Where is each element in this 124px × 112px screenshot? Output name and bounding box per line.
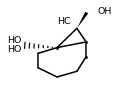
Text: HO: HO	[7, 44, 21, 53]
Polygon shape	[77, 13, 88, 29]
Text: HC: HC	[57, 17, 71, 26]
Text: OH: OH	[98, 7, 112, 16]
Text: HO: HO	[7, 36, 21, 45]
